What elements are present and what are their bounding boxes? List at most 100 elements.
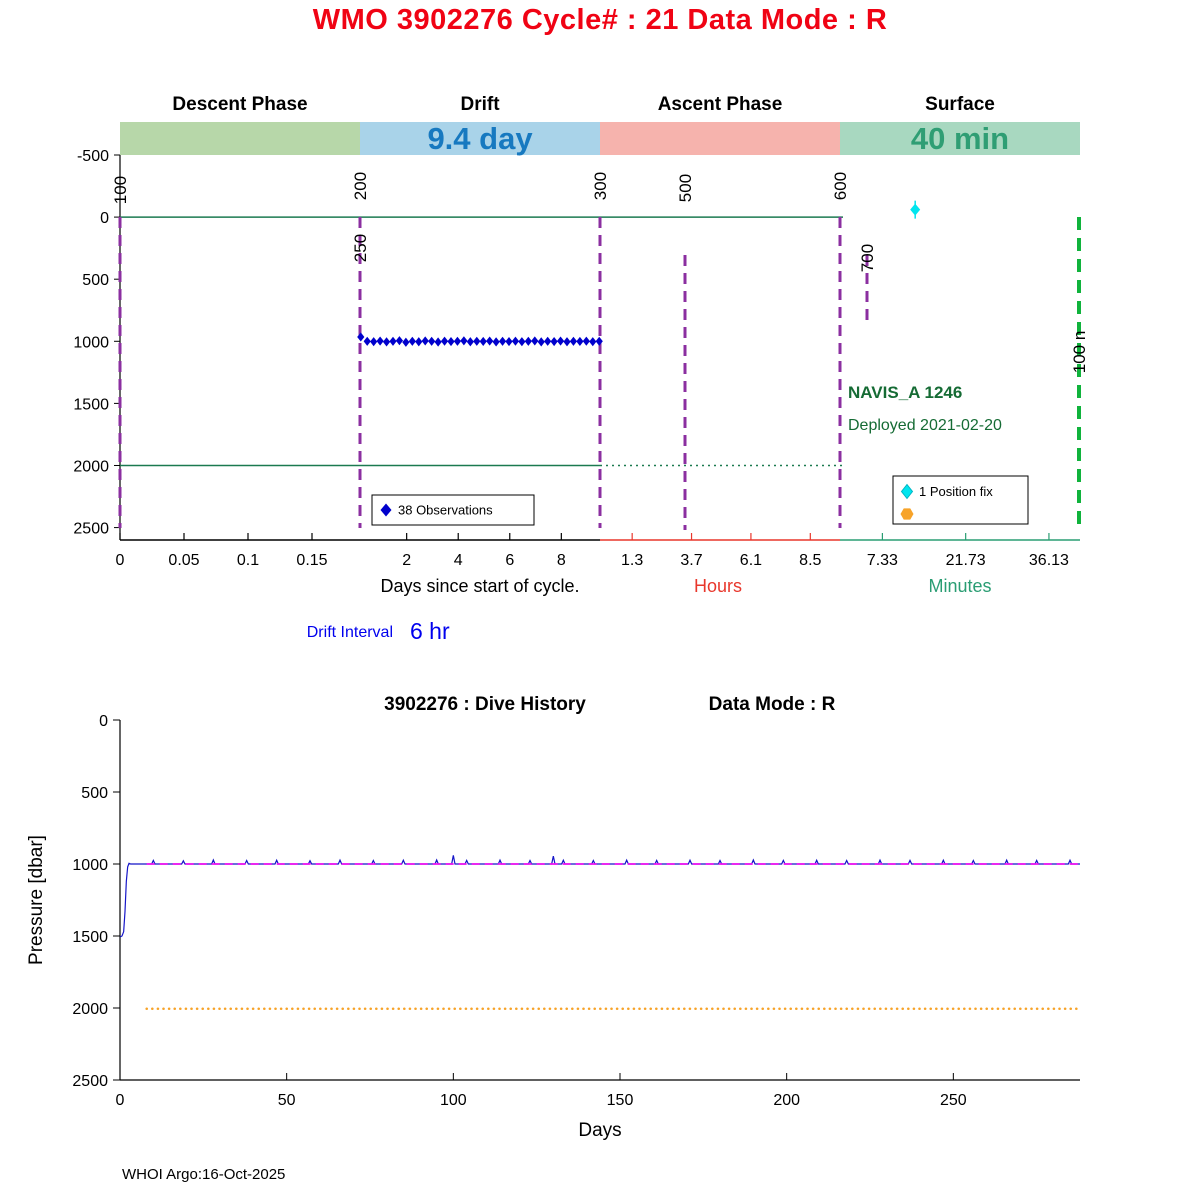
profile-marker-label: 600 [831, 172, 850, 200]
observation-marker [550, 336, 558, 347]
observation-marker [363, 336, 371, 346]
y-tick-label: 500 [82, 272, 109, 289]
phase-label-ascent: Ascent Phase [658, 94, 783, 115]
observation-marker [569, 336, 578, 346]
dive-history-plot-area: 0 500 1000 1500 2000 2500 0 50 100 150 200 250 [72, 713, 1082, 1109]
x-tick-label: 0 [116, 1092, 125, 1109]
x-tick-label: 4 [454, 552, 463, 569]
position-fix-legend-label: 1 Position fix [919, 484, 993, 499]
observation-marker [498, 336, 507, 346]
observations-legend-box [371, 494, 535, 526]
phase-label-drift: Drift [460, 94, 500, 115]
y-tick-label: 2500 [73, 521, 109, 538]
profile-marker-label: 200 [351, 172, 370, 200]
dive-history-xlabel: Days [578, 1120, 621, 1141]
observation-marker [434, 337, 442, 347]
x-tick-label: 0.15 [296, 552, 327, 569]
x-tick-label: 50 [278, 1092, 296, 1109]
observation-marker [453, 336, 462, 346]
observation-marker [408, 336, 416, 346]
observation-marker [486, 336, 494, 346]
phase-band [600, 122, 840, 155]
observation-marker [466, 337, 474, 347]
position-fix-diamond-icon [900, 483, 914, 500]
x-tick-label: 6.1 [740, 552, 762, 569]
observations-legend: 38 Observations [371, 494, 535, 526]
profile-marker-label: 100 n [1070, 331, 1089, 374]
timeline-plot-area: -500 0 500 1000 1500 2000 2500 0 0.05 0.1 0.15 2 4 6 8… [73, 148, 1089, 569]
y-tick-label: -500 [77, 148, 109, 165]
observation-marker [428, 336, 436, 346]
observation-marker [460, 336, 468, 346]
profile-marker-label: 700 [858, 244, 877, 272]
observation-marker [595, 336, 603, 346]
surface-duration-value: 40 min [911, 121, 1009, 156]
observation-marker [556, 336, 565, 346]
x-tick-label: 21.73 [946, 552, 986, 569]
observation-marker [589, 337, 597, 347]
position-fix-legend: 1 Position fix [892, 475, 1029, 525]
x-tick-label: 1.3 [621, 552, 643, 569]
observation-marker [357, 332, 365, 342]
x-tick-label: 7.33 [867, 552, 898, 569]
x-tick-label: 150 [607, 1092, 634, 1109]
observation-marker [382, 337, 391, 347]
profile-marker-label: 100 [111, 176, 130, 204]
observation-marker [524, 336, 532, 346]
y-tick-label: 2500 [72, 1073, 108, 1090]
phase-band [120, 122, 360, 155]
observation-marker [376, 336, 384, 346]
phase-band [360, 122, 600, 155]
drift-interval-value: 6 hr [410, 618, 450, 644]
observation-marker [582, 336, 590, 346]
xlabel-minutes: Minutes [928, 576, 991, 596]
position-fix-marker [910, 203, 921, 216]
dive-history-ylabel: Pressure [dbar] [26, 835, 47, 965]
phase-band [840, 122, 1080, 155]
profile-marker-label: 500 [676, 174, 695, 202]
observation-marker [479, 336, 487, 347]
x-tick-label: 100 [440, 1092, 467, 1109]
x-tick-label: 8.5 [799, 552, 821, 569]
observation-marker [492, 337, 500, 347]
deployed-date-label: Deployed 2021-02-20 [848, 417, 1002, 434]
y-tick-label: 1000 [72, 857, 108, 874]
xlabel-hours: Hours [694, 576, 742, 596]
dive-history-title: 3902276 : Dive History [384, 694, 586, 715]
observations-legend-label: 38 Observations [398, 503, 493, 518]
cycle-timeline-chart: Descent Phase Drift Ascent Phase Surface… [73, 94, 1089, 644]
x-tick-label: 0.05 [168, 552, 199, 569]
observation-marker [511, 336, 520, 346]
xlabel-days: Days since start of cycle. [380, 576, 579, 596]
observation-marker [402, 337, 410, 347]
y-tick-label: 1500 [73, 396, 109, 413]
x-tick-label: 8 [557, 552, 566, 569]
observation-marker [563, 337, 571, 347]
position-fix-legend-box [892, 475, 1029, 525]
page-title: WMO 3902276 Cycle# : 21 Data Mode : R [312, 4, 888, 36]
observation-diamond-icon [380, 503, 392, 517]
x-tick-label: 200 [773, 1092, 800, 1109]
observation-marker [544, 336, 552, 346]
dive-history-chart: 3902276 : Dive History Data Mode : R 0 50… [26, 694, 1082, 1141]
observation-marker [505, 336, 513, 347]
observation-marker [473, 336, 481, 346]
observation-marker [389, 336, 397, 346]
profile-marker-label: 300 [591, 172, 610, 200]
x-tick-label: 250 [940, 1092, 967, 1109]
y-tick-label: 1500 [72, 929, 108, 946]
float-name-label: NAVIS_A 1246 [848, 383, 962, 402]
phase-label-surface: Surface [925, 94, 995, 115]
x-tick-label: 3.7 [680, 552, 702, 569]
y-tick-label: 2000 [72, 1001, 108, 1018]
footer-credit: WHOI Argo:16-Oct-2025 [122, 1166, 286, 1183]
x-tick-label: 0.1 [237, 552, 259, 569]
y-tick-label: 0 [100, 210, 109, 227]
observation-marker [370, 337, 378, 347]
y-tick-label: 500 [81, 785, 108, 802]
y-tick-label: 1000 [73, 334, 109, 351]
profile-marker-label: 250 [351, 234, 370, 262]
phase-bands [120, 122, 1080, 155]
observation-marker [576, 336, 584, 347]
observation-marker [440, 336, 449, 346]
